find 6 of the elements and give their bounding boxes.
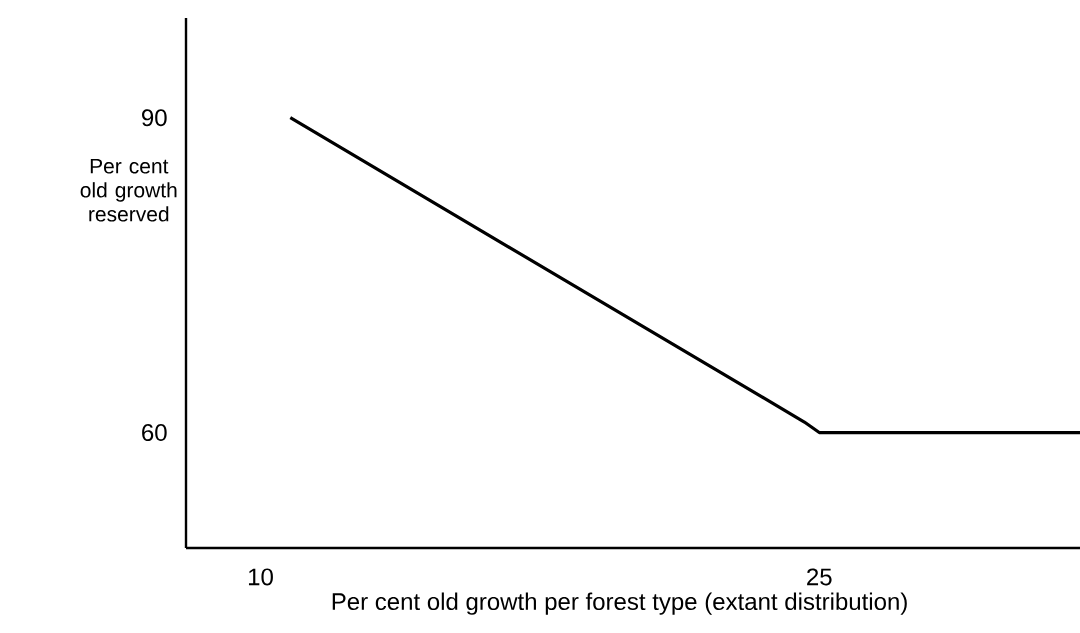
y-tick-label: 90: [142, 109, 167, 127]
y-tick-label: 60: [142, 424, 167, 442]
y-axis-title: Per cent old growth reserved: [80, 158, 177, 222]
x-tick-label: 25: [807, 568, 832, 586]
x-axis-title: Per cent old growth per forest type (extant distribution): [332, 592, 907, 615]
x-tick-label: 10: [248, 568, 273, 586]
